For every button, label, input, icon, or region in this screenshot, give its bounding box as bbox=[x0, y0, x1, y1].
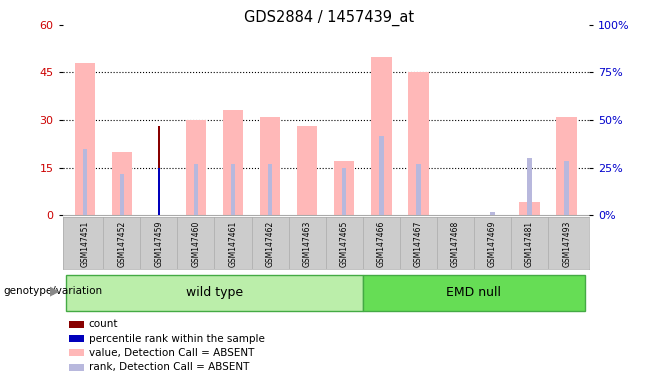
Text: GSM147468: GSM147468 bbox=[451, 221, 460, 267]
Text: GSM147469: GSM147469 bbox=[488, 221, 497, 268]
Bar bbox=[158, 167, 159, 215]
Text: GSM147481: GSM147481 bbox=[525, 221, 534, 267]
Text: GSM147493: GSM147493 bbox=[562, 221, 571, 268]
Bar bbox=[297, 126, 317, 215]
Bar bbox=[260, 117, 280, 215]
Text: GSM147462: GSM147462 bbox=[266, 221, 274, 267]
Bar bbox=[66, 275, 363, 311]
Bar bbox=[416, 164, 420, 215]
Text: GSM147451: GSM147451 bbox=[80, 221, 89, 267]
Bar bbox=[82, 149, 87, 215]
Bar bbox=[342, 167, 347, 215]
Bar bbox=[268, 164, 272, 215]
Text: rank, Detection Call = ABSENT: rank, Detection Call = ABSENT bbox=[89, 362, 249, 372]
Bar bbox=[527, 158, 532, 215]
Bar bbox=[231, 164, 236, 215]
Text: GSM147463: GSM147463 bbox=[303, 221, 312, 268]
Bar bbox=[120, 174, 124, 215]
Text: wild type: wild type bbox=[186, 286, 243, 299]
Text: value, Detection Call = ABSENT: value, Detection Call = ABSENT bbox=[89, 348, 254, 358]
Bar bbox=[112, 152, 132, 215]
Text: GSM147452: GSM147452 bbox=[117, 221, 126, 267]
Bar bbox=[519, 202, 540, 215]
Bar bbox=[363, 275, 585, 311]
Text: GSM147461: GSM147461 bbox=[228, 221, 238, 267]
Text: GDS2884 / 1457439_at: GDS2884 / 1457439_at bbox=[244, 10, 414, 26]
Text: GSM147465: GSM147465 bbox=[340, 221, 349, 268]
Bar bbox=[371, 56, 392, 215]
Bar bbox=[490, 212, 495, 215]
Text: genotype/variation: genotype/variation bbox=[3, 286, 103, 296]
Bar bbox=[379, 136, 384, 215]
Bar bbox=[334, 161, 355, 215]
Bar bbox=[408, 73, 428, 215]
Bar bbox=[158, 126, 160, 215]
Bar bbox=[223, 111, 243, 215]
Bar bbox=[557, 117, 577, 215]
Text: GSM147460: GSM147460 bbox=[191, 221, 201, 268]
Bar bbox=[193, 164, 198, 215]
Text: GSM147466: GSM147466 bbox=[377, 221, 386, 268]
Text: ▶: ▶ bbox=[49, 284, 59, 297]
Text: count: count bbox=[89, 319, 118, 329]
Text: percentile rank within the sample: percentile rank within the sample bbox=[89, 334, 265, 344]
Text: EMD null: EMD null bbox=[447, 286, 501, 299]
Text: GSM147467: GSM147467 bbox=[414, 221, 423, 268]
Bar bbox=[186, 120, 206, 215]
Bar bbox=[565, 161, 569, 215]
Text: GSM147459: GSM147459 bbox=[155, 221, 163, 268]
Bar bbox=[74, 63, 95, 215]
